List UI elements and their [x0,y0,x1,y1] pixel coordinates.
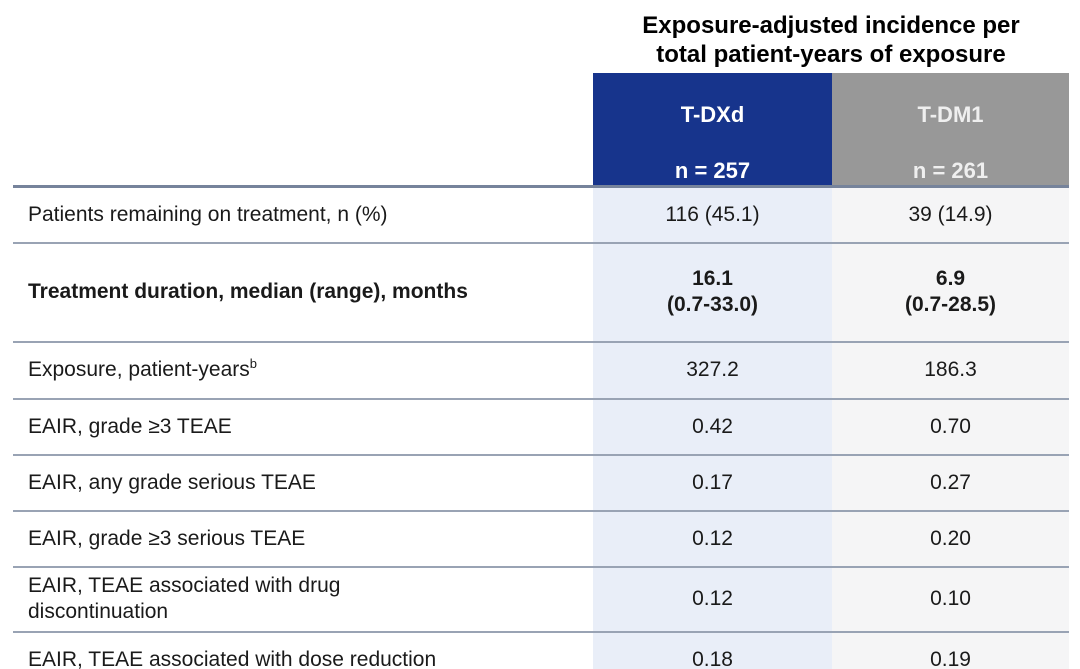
row-label: EAIR, TEAE associated with dose reductio… [28,647,437,669]
tdxd-value-cell: 0.42 [593,398,832,456]
tdm1-value-cell: 0.19 [832,631,1069,669]
row-label: EAIR, TEAE associated with drug disconti… [28,574,341,623]
table-row: EAIR, TEAE associated with drug disconti… [13,566,1069,633]
table-title: Exposure-adjusted incidence per total pa… [642,11,1020,68]
tdm1-value-cell: 0.20 [832,510,1069,568]
row-label-cell: EAIR, grade ≥3 serious TEAE [13,510,593,568]
eair-table: Exposure-adjusted incidence per total pa… [13,6,1069,669]
tdxd-value-cell: 0.18 [593,631,832,669]
column-header-tdxd-name: T-DXd [680,102,745,127]
column-header-tdxd-n: n = 257 [674,158,751,183]
table-row: EAIR, any grade serious TEAE 0.17 0.27 [13,454,1069,512]
tdxd-value-cell: 116 (45.1) [593,186,832,244]
row-label: Patients remaining on treatment, n (%) [28,202,388,226]
row-label-cell: Patients remaining on treatment, n (%) [13,186,593,244]
column-header-tdm1: T-DM1 n = 261 [832,73,1069,188]
row-label-cell: EAIR, any grade serious TEAE [13,454,593,512]
tdxd-value-cell: 0.17 [593,454,832,512]
row-label-cell: Exposure, patient-yearsb [13,341,593,400]
table-row: EAIR, TEAE associated with dose reductio… [13,631,1069,669]
row-label-cell: EAIR, TEAE associated with drug disconti… [13,566,593,633]
table-row: Exposure, patient-yearsb 327.2 186.3 [13,341,1069,400]
row-label-cell: EAIR, TEAE associated with dose reductio… [13,631,593,669]
table-row: Patients remaining on treatment, n (%) 1… [13,186,1069,244]
tdm1-value-cell: 186.3 [832,341,1069,400]
title-row: Exposure-adjusted incidence per total pa… [13,6,1069,73]
column-header-row: T-DXd n = 257 T-DM1 n = 261 [13,73,1069,188]
row-label-cell: Treatment duration, median (range), mont… [13,242,593,343]
tdm1-value-cell: 39 (14.9) [832,186,1069,244]
tdm1-value-cell: 0.27 [832,454,1069,512]
column-header-tdm1-name: T-DM1 [917,102,984,127]
tdxd-value-cell: 0.12 [593,566,832,633]
header-row-spacer [13,73,593,188]
tdm1-value-cell: 0.70 [832,398,1069,456]
row-label: Exposure, patient-years [28,358,250,381]
row-label: EAIR, grade ≥3 TEAE [28,414,232,438]
column-header-tdxd: T-DXd n = 257 [593,73,832,188]
row-label: Treatment duration, median (range), mont… [28,280,468,303]
tdxd-value-cell: 0.12 [593,510,832,568]
table-row: EAIR, grade ≥3 TEAE 0.42 0.70 [13,398,1069,456]
tdm1-value-cell: 0.10 [832,566,1069,633]
row-label: EAIR, any grade serious TEAE [28,470,316,494]
table-row: EAIR, grade ≥3 serious TEAE 0.12 0.20 [13,510,1069,568]
row-label-superscript: b [249,356,258,371]
title-row-spacer [13,6,593,73]
row-label-cell: EAIR, grade ≥3 TEAE [13,398,593,456]
tdxd-value-cell: 327.2 [593,341,832,400]
tdxd-value-cell: 16.1 (0.7-33.0) [593,242,832,343]
table-row: Treatment duration, median (range), mont… [13,242,1069,343]
table-body: Patients remaining on treatment, n (%) 1… [13,186,1069,669]
row-label: EAIR, grade ≥3 serious TEAE [28,526,306,550]
column-header-tdm1-n: n = 261 [912,158,989,183]
tdm1-value-cell: 6.9 (0.7-28.5) [832,242,1069,343]
